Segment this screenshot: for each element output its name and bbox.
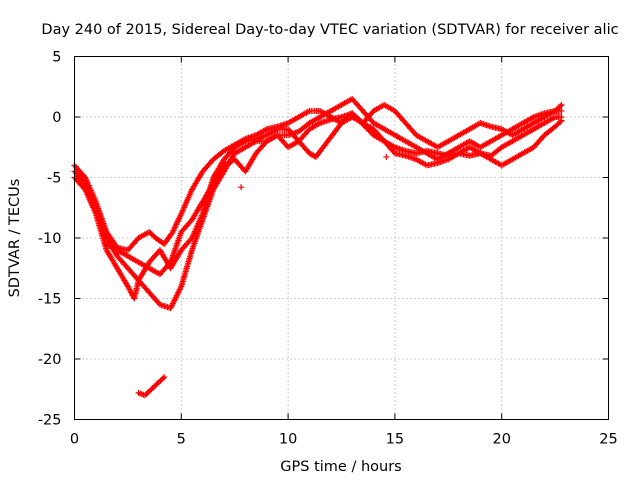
grid [74,56,609,420]
x-axis-label: GPS time / hours [280,459,401,475]
data-point [557,118,564,125]
x-tick-label: 25 [599,432,617,448]
data-point [166,260,173,267]
y-tick-label: -20 [38,352,62,368]
series-stray [238,153,390,191]
y-tick-label: 0 [52,110,61,126]
series-track-5 [135,374,168,399]
y-tick-label: -5 [47,171,61,187]
data-point [383,153,390,160]
data-point [558,101,565,108]
y-axis-label: SDTVAR / TECUs [7,179,23,298]
y-tick-label: -10 [38,231,62,247]
data-points [71,95,565,399]
x-tick-label: 20 [492,432,510,448]
data-point [558,107,565,114]
data-point [238,184,245,191]
y-tick-label: -15 [38,292,62,308]
series-track-4 [103,110,565,278]
x-tick-label: 15 [386,432,404,448]
x-tick-label: 5 [177,432,186,448]
x-tick-label: 0 [70,432,79,448]
data-point [159,375,166,382]
chart-title: Day 240 of 2015, Sidereal Day-to-day VTE… [41,22,618,38]
plot-frame [74,56,609,420]
x-tick-label: 10 [279,432,297,448]
data-point [161,374,168,381]
series-track-1 [71,101,565,254]
y-tick-label: 5 [52,50,61,66]
tick-labels: 0 5 10 15 20 25 -25 -20 -15 -10 -5 0 5 [38,50,618,448]
y-tick-label: -25 [38,413,62,429]
data-point [558,117,565,124]
